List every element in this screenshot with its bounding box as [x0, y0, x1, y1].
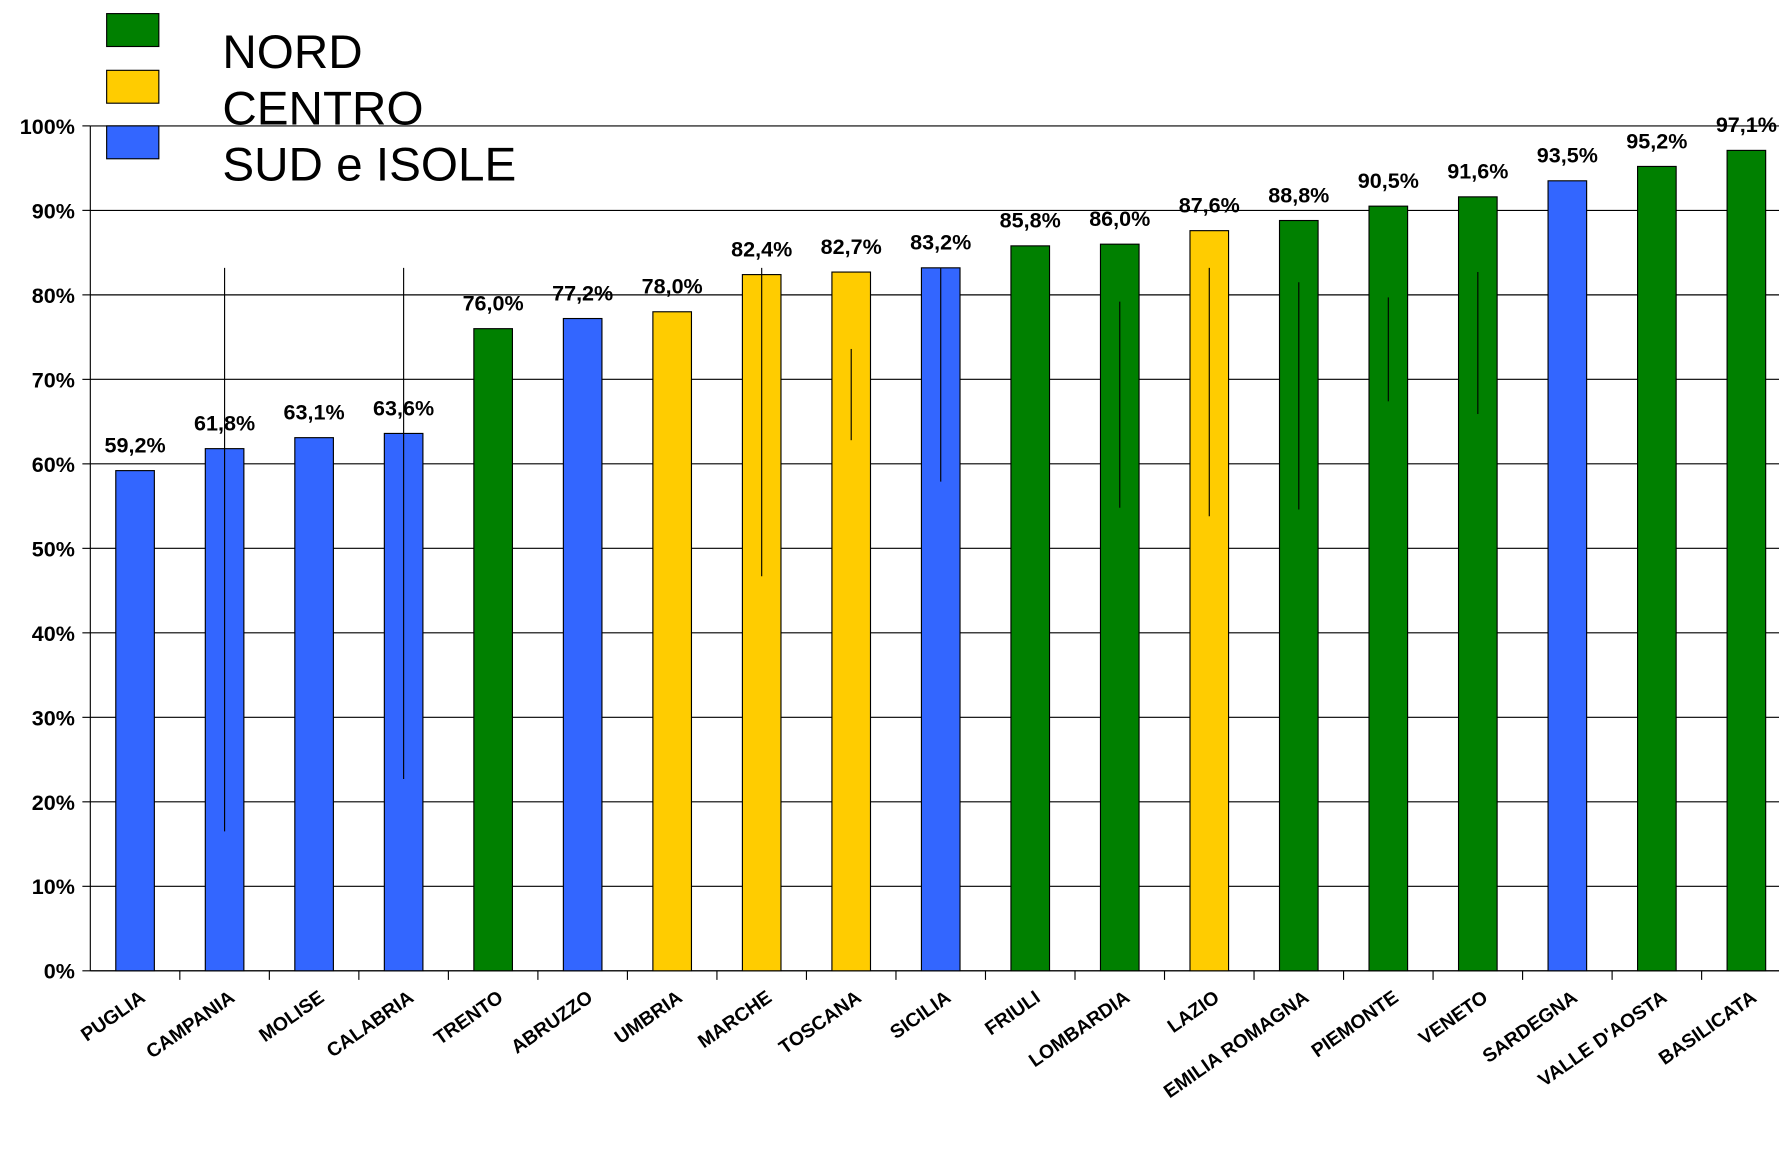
y-tick-label: 10%	[32, 874, 75, 899]
value-label: 97,1%	[1716, 112, 1777, 137]
value-label: 83,2%	[910, 230, 971, 255]
x-tick-label: PIEMONTE	[1308, 987, 1403, 1062]
y-tick-label: 30%	[32, 705, 75, 730]
y-tick-label: 90%	[32, 198, 75, 223]
x-tick-label: UMBRIA	[611, 987, 686, 1048]
value-label: 63,1%	[284, 400, 345, 425]
bar	[1010, 245, 1051, 972]
legend-label: NORD	[222, 26, 362, 79]
bar	[473, 328, 513, 972]
legend-swatch	[106, 13, 160, 48]
y-tick-label: 100%	[20, 114, 75, 139]
value-label: 76,0%	[463, 291, 524, 316]
legend-label: SUD e ISOLE	[222, 138, 516, 191]
value-label: 86,0%	[1089, 206, 1150, 231]
value-label: 59,2%	[105, 432, 166, 457]
y-tick-label: 60%	[32, 452, 75, 477]
bar	[1726, 149, 1767, 972]
x-tick-label: CAMPANIA	[143, 987, 239, 1063]
value-label: 85,8%	[1000, 208, 1061, 233]
x-tick-label: CALABRIA	[323, 987, 418, 1062]
y-tick-label: 40%	[32, 621, 75, 646]
x-tick-label: BASILICATA	[1655, 987, 1760, 1070]
legend-label: CENTRO	[222, 83, 423, 136]
x-tick-label: FRIULI	[982, 987, 1045, 1040]
y-tick-label: 50%	[32, 536, 75, 561]
x-tick-label: TOSCANA	[776, 987, 866, 1059]
legend-swatch	[106, 125, 160, 160]
bar	[1457, 196, 1498, 972]
bar	[652, 311, 693, 972]
value-label: 91,6%	[1447, 159, 1508, 184]
x-tick-label: MOLISE	[256, 987, 329, 1047]
x-tick-label: MARCHE	[695, 987, 776, 1053]
value-label: 95,2%	[1626, 128, 1687, 153]
y-tick-label: 70%	[32, 367, 75, 392]
x-tick-label: ABRUZZO	[508, 987, 597, 1058]
x-tick-label: TRENTO	[431, 987, 508, 1049]
bar	[294, 437, 334, 972]
x-tick-label: LAZIO	[1164, 987, 1223, 1037]
bar	[1368, 205, 1409, 972]
value-label: 82,7%	[821, 234, 882, 259]
value-label: 87,6%	[1179, 193, 1240, 218]
x-tick-label: LOMBARDIA	[1025, 987, 1134, 1072]
value-label: 82,4%	[731, 236, 792, 261]
legend-swatch	[106, 69, 160, 104]
bar	[115, 470, 155, 972]
x-tick-label: VENETO	[1415, 987, 1492, 1049]
value-label: 90,5%	[1358, 168, 1419, 193]
x-tick-label: EMILIA ROMAGNA	[1160, 987, 1313, 1103]
x-tick-label: SICILIA	[887, 987, 955, 1044]
bar	[1637, 165, 1677, 972]
y-tick-label: 20%	[32, 790, 75, 815]
value-label: 88,8%	[1268, 182, 1329, 207]
bar	[562, 317, 603, 972]
value-label: 77,2%	[552, 280, 613, 305]
y-tick-label: 80%	[32, 283, 75, 308]
x-tick-label: PUGLIA	[78, 987, 150, 1046]
bar	[1547, 180, 1588, 972]
value-label: 78,0%	[642, 274, 703, 299]
y-tick-label: 0%	[44, 959, 75, 984]
value-label: 93,5%	[1537, 143, 1598, 168]
